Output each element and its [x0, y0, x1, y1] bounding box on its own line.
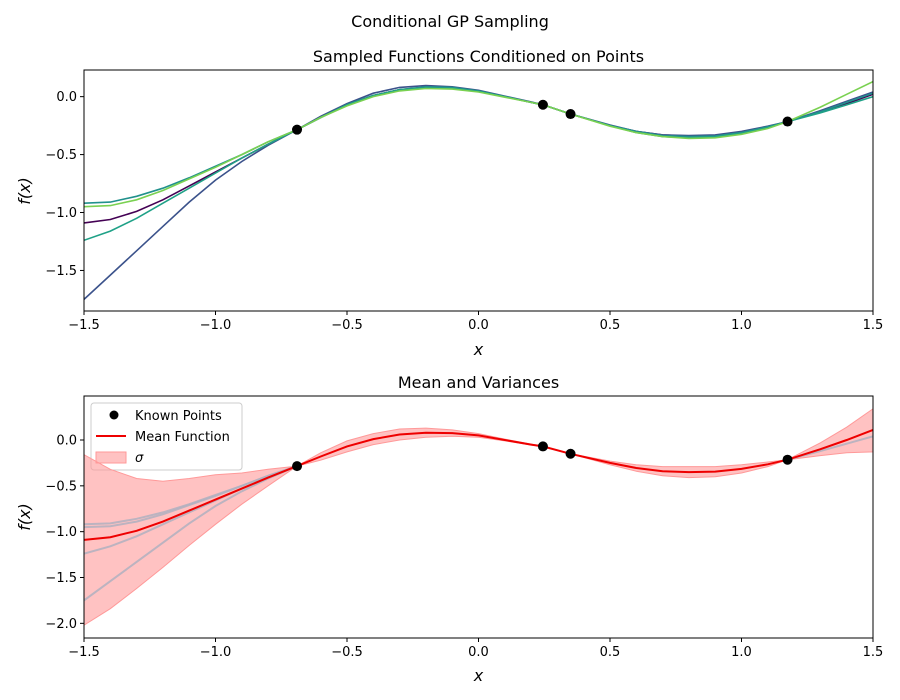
known-point — [537, 99, 548, 110]
known-point — [565, 448, 576, 459]
x-tick-label: 1.0 — [731, 645, 752, 660]
top-chart: Sampled Functions Conditioned on Points … — [15, 47, 883, 359]
plot-area — [84, 80, 873, 300]
legend-sigma-swatch — [95, 451, 127, 464]
sample-line-2 — [84, 85, 873, 204]
known-point — [292, 124, 303, 135]
legend-known-points-label: Known Points — [135, 409, 222, 424]
top-y-axis-label: f(x) — [15, 177, 34, 205]
y-tick-label: 0.0 — [56, 90, 77, 105]
sample-line-4 — [84, 80, 873, 208]
known-point — [292, 461, 303, 472]
y-tick-label: −1.5 — [45, 571, 77, 586]
bottom-chart-title: Mean and Variances — [398, 373, 559, 392]
known-point — [782, 116, 793, 127]
bottom-y-axis-label: f(x) — [15, 503, 34, 531]
legend-known-points-marker — [109, 410, 119, 420]
plot-area — [84, 408, 873, 626]
x-tick-label: 1.5 — [863, 645, 884, 660]
mean-line — [84, 428, 873, 541]
x-tick-label: 0.0 — [468, 318, 489, 333]
x-tick-label: 0.5 — [600, 318, 621, 333]
bottom-x-axis-label: x — [473, 666, 484, 685]
x-tick-label: 1.5 — [863, 318, 884, 333]
sample-line-3 — [84, 87, 873, 242]
bottom-chart: Mean and Variances x f(x) Known Points M… — [15, 373, 883, 685]
legend: Known Points Mean Function σ — [90, 402, 243, 471]
legend-mean-label: Mean Function — [135, 430, 230, 445]
y-tick-label: −1.5 — [45, 264, 77, 279]
x-tick-label: 0.5 — [600, 645, 621, 660]
figure-title: Conditional GP Sampling — [351, 12, 549, 31]
y-tick-label: −0.5 — [45, 148, 77, 163]
y-tick-label: −1.0 — [45, 525, 77, 540]
top-x-axis-label: x — [473, 340, 484, 359]
legend-frame — [90, 402, 243, 471]
y-tick-label: −0.5 — [45, 479, 77, 494]
sample-line-1 — [84, 84, 873, 300]
x-tick-label: −1.5 — [68, 318, 100, 333]
sample-line-0 — [84, 465, 298, 602]
legend-sigma-label: σ — [135, 451, 144, 466]
y-tick-label: −1.0 — [45, 206, 77, 221]
known-point — [537, 441, 548, 452]
x-tick-label: −0.5 — [331, 318, 363, 333]
y-tick-label: −2.0 — [45, 617, 77, 632]
x-tick-label: −1.5 — [68, 645, 100, 660]
x-tick-label: −0.5 — [331, 645, 363, 660]
known-point — [782, 454, 793, 465]
sample-line-3 — [84, 465, 298, 529]
sample-line-0 — [84, 86, 873, 224]
x-tick-label: −1.0 — [200, 318, 232, 333]
x-tick-label: −1.0 — [200, 645, 232, 660]
y-tick-label: 0.0 — [56, 434, 77, 449]
known-point — [565, 109, 576, 120]
x-tick-label: 0.0 — [468, 645, 489, 660]
x-tick-label: 1.0 — [731, 318, 752, 333]
sigma-band — [84, 408, 873, 626]
top-chart-title: Sampled Functions Conditioned on Points — [313, 47, 644, 66]
